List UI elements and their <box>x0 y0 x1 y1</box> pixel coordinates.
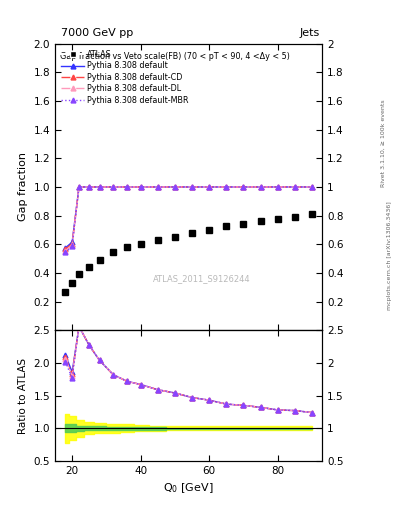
Y-axis label: Ratio to ATLAS: Ratio to ATLAS <box>18 357 28 434</box>
Text: Gap fraction vs Veto scale(FB) (70 < pT < 90, 4 <Δy < 5): Gap fraction vs Veto scale(FB) (70 < pT … <box>61 52 290 61</box>
Text: 7000 GeV pp: 7000 GeV pp <box>61 28 133 38</box>
Legend: ATLAS, Pythia 8.308 default, Pythia 8.308 default-CD, Pythia 8.308 default-DL, P: ATLAS, Pythia 8.308 default, Pythia 8.30… <box>59 48 191 107</box>
X-axis label: Q$_0$ [GeV]: Q$_0$ [GeV] <box>163 481 214 495</box>
Text: mcplots.cern.ch [arXiv:1306.3436]: mcplots.cern.ch [arXiv:1306.3436] <box>387 202 391 310</box>
Text: ATLAS_2011_S9126244: ATLAS_2011_S9126244 <box>153 274 251 283</box>
Text: Jets: Jets <box>300 28 320 38</box>
Y-axis label: Gap fraction: Gap fraction <box>18 153 28 222</box>
Text: Rivet 3.1.10, ≥ 100k events: Rivet 3.1.10, ≥ 100k events <box>381 99 386 187</box>
